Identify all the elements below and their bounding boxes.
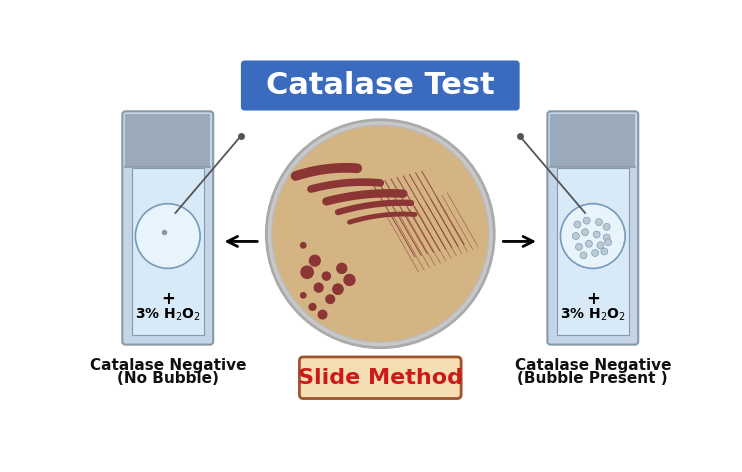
Circle shape xyxy=(572,233,580,239)
Circle shape xyxy=(318,310,327,320)
FancyBboxPatch shape xyxy=(548,111,638,345)
Circle shape xyxy=(582,229,588,236)
Circle shape xyxy=(576,244,582,250)
Circle shape xyxy=(135,204,200,269)
Circle shape xyxy=(580,252,587,259)
Circle shape xyxy=(560,204,625,269)
Circle shape xyxy=(336,263,347,274)
FancyBboxPatch shape xyxy=(122,111,213,345)
Circle shape xyxy=(344,274,355,286)
Text: 3% H$_2$O$_2$: 3% H$_2$O$_2$ xyxy=(560,306,626,323)
FancyBboxPatch shape xyxy=(241,60,519,110)
Text: 3% H$_2$O$_2$: 3% H$_2$O$_2$ xyxy=(135,306,200,323)
Circle shape xyxy=(300,292,306,299)
FancyBboxPatch shape xyxy=(300,357,461,398)
Circle shape xyxy=(300,242,306,249)
Circle shape xyxy=(597,242,604,249)
Bar xyxy=(551,114,635,167)
Circle shape xyxy=(574,221,581,228)
Text: +: + xyxy=(586,290,600,308)
Circle shape xyxy=(583,217,590,224)
Circle shape xyxy=(266,120,494,348)
Bar xyxy=(125,114,210,167)
Circle shape xyxy=(591,250,599,256)
Circle shape xyxy=(596,219,603,226)
Bar xyxy=(556,168,629,336)
Circle shape xyxy=(309,254,321,267)
Circle shape xyxy=(601,248,608,255)
Circle shape xyxy=(325,294,335,304)
Bar xyxy=(131,168,204,336)
Circle shape xyxy=(593,231,600,238)
Circle shape xyxy=(314,282,324,293)
Text: Catalase Test: Catalase Test xyxy=(266,71,495,101)
Text: Catalase Negative: Catalase Negative xyxy=(514,358,671,373)
Circle shape xyxy=(585,240,592,247)
Circle shape xyxy=(321,271,331,281)
Circle shape xyxy=(605,239,611,245)
Circle shape xyxy=(603,234,610,241)
Text: Slide Method: Slide Method xyxy=(298,368,463,388)
Circle shape xyxy=(309,303,317,311)
Text: (Bubble Present ): (Bubble Present ) xyxy=(517,371,668,386)
Text: Catalase Negative: Catalase Negative xyxy=(90,358,246,373)
Circle shape xyxy=(603,223,610,230)
Circle shape xyxy=(301,265,314,279)
Circle shape xyxy=(272,125,489,342)
Text: (No Bubble): (No Bubble) xyxy=(116,371,219,386)
Text: +: + xyxy=(161,290,174,308)
Circle shape xyxy=(332,283,344,295)
